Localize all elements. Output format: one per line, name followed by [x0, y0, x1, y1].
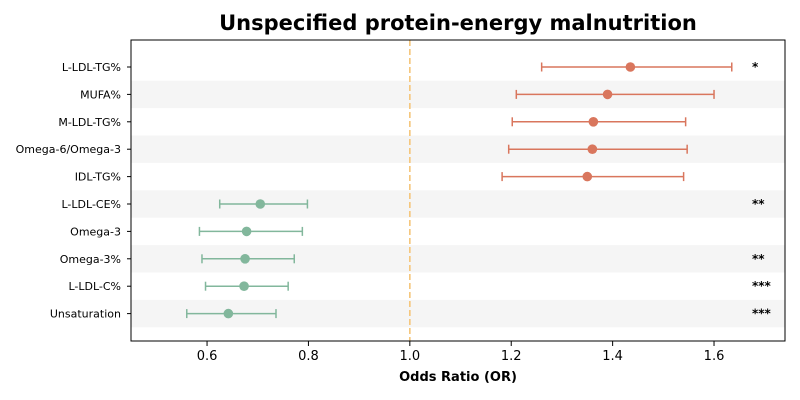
or-point [255, 199, 266, 209]
significance-marker: * [752, 60, 759, 74]
x-tick-label: 1.4 [602, 349, 623, 364]
row-label: IDL-TG% [75, 171, 121, 184]
row-label: MUFA% [80, 88, 121, 101]
row-label: Omega-6/Omega-3 [16, 143, 121, 156]
significance-marker: ** [752, 252, 765, 266]
or-point [241, 226, 252, 237]
x-axis-label: Odds Ratio (OR) [399, 370, 517, 385]
significance-marker: *** [752, 307, 772, 321]
forest-row: M-LDL-TG% [58, 116, 687, 129]
or-point [625, 62, 636, 72]
or-point [239, 281, 249, 292]
x-tick-label: 1.0 [399, 349, 420, 364]
x-tick-label: 1.2 [501, 349, 522, 364]
row-label: M-LDL-TG% [58, 116, 121, 129]
forest-row: MUFA% [80, 88, 715, 101]
forest-row: Omega-6/Omega-3 [16, 143, 688, 156]
significance-marker: *** [752, 279, 772, 293]
or-point [582, 171, 593, 182]
plot-frame [130, 39, 786, 342]
or-point [602, 89, 613, 100]
x-tick-label: 1.6 [704, 349, 725, 364]
data-rows: L-LDL-TG% * MUFA% M-LDL-TG% Omega-6/Omega-3 I… [16, 60, 772, 321]
x-tick-label: 0.8 [298, 349, 319, 364]
row-label: Unsaturation [50, 308, 121, 321]
significance-marker: ** [752, 197, 765, 211]
forest-row: Omega-3 [70, 225, 304, 238]
forest-row: L-LDL-C% *** [68, 279, 771, 293]
or-point [588, 117, 599, 127]
row-label: Omega-3 [70, 225, 121, 238]
x-axis: 0.6 0.8 1.0 1.2 1.4 1.6 [197, 341, 725, 364]
or-point [587, 144, 598, 154]
row-label: L-LDL-TG% [62, 61, 121, 74]
or-point [223, 308, 234, 319]
forest-row: Unsaturation *** [50, 307, 772, 321]
forest-row: IDL-TG% [75, 171, 685, 184]
forest-row: L-LDL-CE% ** [62, 197, 766, 211]
row-label: Omega-3% [60, 253, 121, 266]
x-tick-label: 0.6 [197, 349, 218, 364]
row-label: L-LDL-CE% [62, 198, 122, 211]
or-point [240, 253, 250, 264]
forest-row: Omega-3% ** [60, 252, 766, 266]
chart-title: Unspecified protein-energy malnutrition [219, 11, 697, 35]
row-label: L-LDL-C% [68, 280, 121, 293]
forest-row: L-LDL-TG% * [62, 60, 759, 74]
